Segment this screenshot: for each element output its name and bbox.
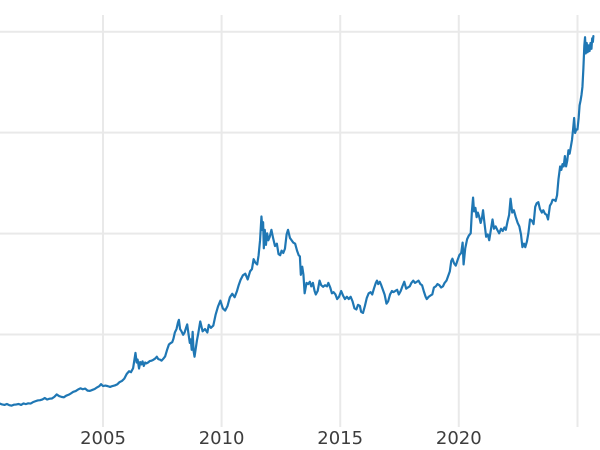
x-tick-label: 2015: [317, 428, 363, 449]
x-tick-label: 2005: [80, 428, 126, 449]
price-line-series: [0, 35, 595, 407]
x-axis-tick-labels: 2005 2010 2015 2020: [80, 428, 482, 449]
x-tick-label: 2020: [436, 428, 482, 449]
x-tick-label: 2010: [199, 428, 245, 449]
vertical-gridlines: [102, 15, 579, 427]
